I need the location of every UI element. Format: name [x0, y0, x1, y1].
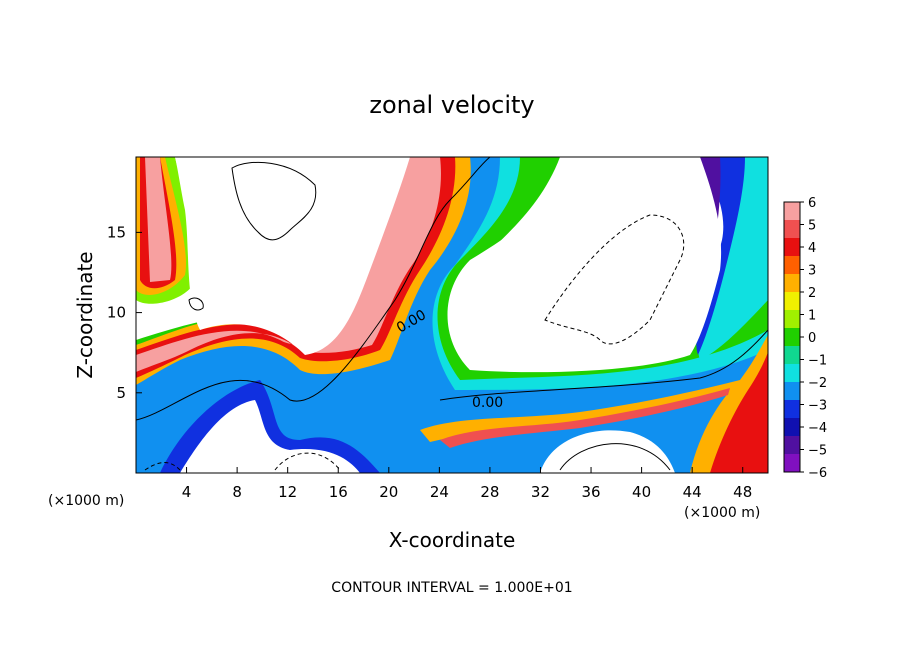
colorbar-label: −6 — [808, 466, 827, 481]
x-tick-label: 20 — [379, 483, 398, 501]
colorbar-swatch — [784, 220, 800, 239]
x-tick-label: 4 — [182, 483, 192, 501]
velocity-field — [136, 157, 768, 473]
plot-frame — [135, 156, 769, 474]
x-tick-label: 16 — [329, 483, 348, 501]
x-tick-label: 28 — [480, 483, 499, 501]
y-tick-label: 5 — [116, 384, 126, 402]
x-tick-label: 32 — [531, 483, 550, 501]
colorbar: 6 5 4 3 2 1 0 −1 −2 −3 −4 −5 −6 — [783, 196, 827, 481]
contour-label: 0.00 — [472, 395, 503, 411]
colorbar-label: 0 — [808, 331, 816, 346]
colorbar-swatch — [784, 328, 800, 347]
colorbar-swatch — [784, 364, 800, 383]
y-tick-label: 10 — [107, 304, 126, 322]
colorbar-label: 3 — [808, 264, 816, 279]
colorbar-label: 5 — [808, 219, 816, 234]
contour-lines — [136, 157, 768, 471]
colorbar-swatch — [784, 202, 800, 221]
y-axis-label: Z-coordinate — [73, 251, 97, 378]
x-tick-label: 24 — [430, 483, 449, 501]
colorbar-label: −2 — [808, 376, 827, 391]
x-tick-label: 8 — [232, 483, 242, 501]
colorbar-swatch — [784, 310, 800, 329]
contour-interval-footer: CONTOUR INTERVAL = 1.000E+01 — [331, 580, 572, 596]
colorbar-label: 4 — [808, 241, 816, 256]
x-unit-right: (×1000 m) — [684, 505, 760, 521]
x-tick-label: 12 — [278, 483, 297, 501]
x-tick-label: 44 — [683, 483, 702, 501]
x-axis: 4 8 12 16 20 24 28 32 36 40 44 48 — [182, 467, 752, 501]
x-tick-label: 48 — [733, 483, 752, 501]
y-axis: 5 10 15 — [107, 223, 142, 402]
colorbar-swatch — [784, 382, 800, 401]
colorbar-swatch — [784, 256, 800, 275]
colorbar-swatch — [784, 292, 800, 311]
colorbar-label: −4 — [808, 421, 827, 436]
x-unit-left: (×1000 m) — [48, 493, 124, 509]
colorbar-swatch — [784, 238, 800, 257]
colorbar-swatch — [784, 418, 800, 437]
colorbar-label: 1 — [808, 309, 816, 324]
colorbar-swatch — [784, 400, 800, 419]
colorbar-label: 2 — [808, 286, 816, 301]
x-tick-label: 40 — [632, 483, 651, 501]
x-axis-label: X-coordinate — [389, 528, 516, 552]
colorbar-label: −3 — [808, 399, 827, 414]
colorbar-swatch — [784, 274, 800, 293]
colorbar-label: −5 — [808, 444, 827, 459]
x-tick-label: 36 — [581, 483, 600, 501]
colorbar-label: 6 — [808, 196, 816, 211]
colorbar-swatch — [784, 454, 800, 473]
colorbar-swatch — [784, 346, 800, 365]
colorbar-label: −1 — [808, 354, 827, 369]
chart-title: zonal velocity — [369, 91, 534, 119]
y-tick-label: 15 — [107, 223, 126, 241]
colorbar-swatch — [784, 436, 800, 455]
